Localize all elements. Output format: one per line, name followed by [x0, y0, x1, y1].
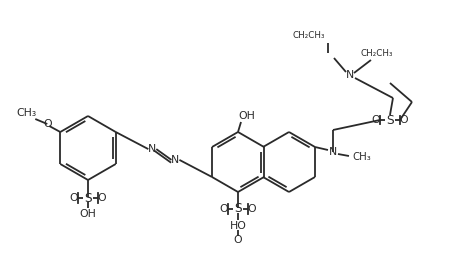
Text: S: S: [234, 202, 242, 215]
Text: O: O: [98, 193, 106, 203]
Text: OH: OH: [80, 209, 96, 219]
Text: O: O: [372, 115, 380, 125]
Text: N: N: [148, 144, 157, 154]
Text: CH₂CH₃: CH₂CH₃: [361, 48, 393, 57]
Text: N: N: [329, 147, 337, 157]
Text: O: O: [248, 204, 256, 214]
Text: CH₃: CH₃: [352, 152, 371, 162]
Text: S: S: [386, 114, 394, 127]
Text: O: O: [219, 204, 228, 214]
Text: O: O: [43, 119, 52, 129]
Text: N: N: [171, 155, 179, 165]
Text: S: S: [84, 192, 92, 205]
Text: OH: OH: [239, 111, 255, 121]
Text: O: O: [233, 235, 242, 245]
Text: CH₂CH₃: CH₂CH₃: [293, 31, 325, 39]
Text: HO: HO: [230, 221, 247, 231]
Text: O: O: [400, 115, 408, 125]
Text: N: N: [346, 70, 354, 80]
Text: CH₃: CH₃: [16, 108, 36, 118]
Text: O: O: [70, 193, 78, 203]
